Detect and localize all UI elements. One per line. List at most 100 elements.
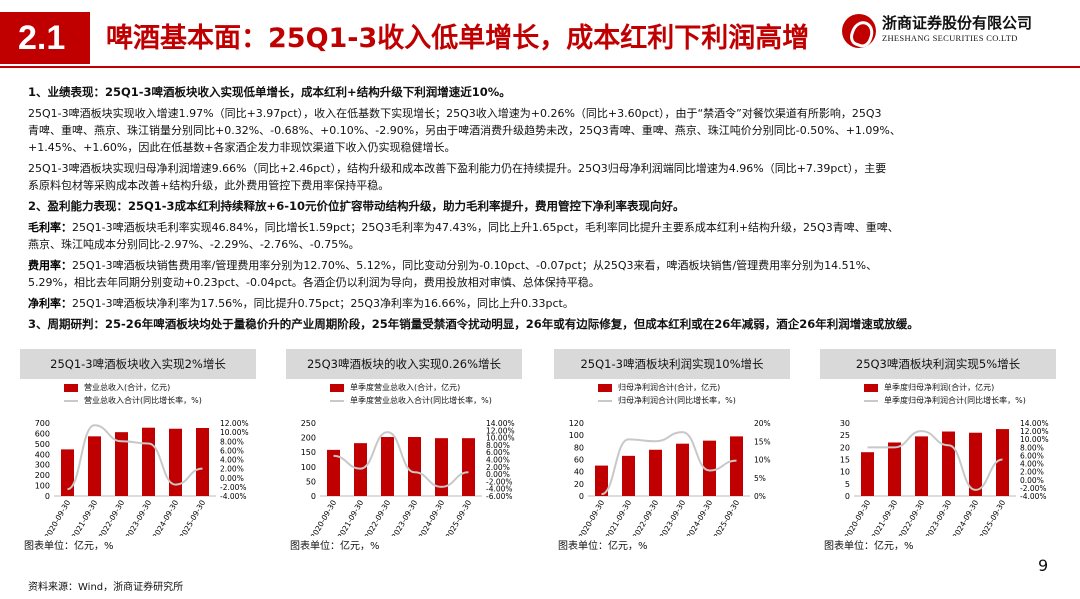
bar [462,438,475,496]
y2-tick-label: 6.00% [1020,451,1044,460]
y2-tick-label: 14.00% [486,419,515,428]
y2-tick-label: 8.00% [486,441,510,450]
bar [649,449,662,496]
legend-bar-label: 营业总收入(合计，亿元) [84,383,171,392]
chart-legend: 归母净利润合计(合计，亿元) 归母净利润合计(同比增长率，%) [598,381,736,407]
y-tick-label: 150 [301,448,316,457]
y-tick-label: 200 [301,434,316,443]
bar [595,465,608,496]
heading-cycle: 3、周期研判：25-26年啤酒板块均处于量稳价升的产业周期阶段，25年销量受禁酒… [28,317,919,331]
bar [196,428,209,496]
x-tick-label: 2022-09-30 [631,498,661,536]
x-tick-label: 2020-09-30 [43,498,73,536]
logo-mark-icon [842,14,876,48]
y2-tick-label: 6.00% [220,446,244,455]
chart-unit: 图表单位：亿元，% [290,541,380,552]
bar [381,437,394,496]
legend-line-label: 单季度营业总收入合计(同比增长率，%) [350,396,492,405]
chart-2: 25Q3啤酒板块的收入实现0.26%增长 单季度营业总收入(合计，亿元) 单季度营业… [282,345,532,555]
heading-performance: 1、业绩表现：25Q1-3啤酒板块收入实现低单增长，成本红利+结构升级下利润增速… [28,85,511,99]
bar [676,443,689,496]
x-tick-label: 2023-09-30 [658,498,688,536]
y-tick-label: 100 [35,482,50,491]
legend-bar-label: 单季度营业总收入(合计，亿元) [350,383,461,392]
x-tick-label: 2022-09-30 [363,498,393,536]
x-tick-label: 2025-09-30 [978,498,1008,536]
y-tick-label: 20 [840,443,850,452]
paragraph-net-margin: 净利率：25Q1-3啤酒板块净利率为17.56%，同比提升0.75pct；25Q… [28,297,574,310]
x-tick-label: 2025-09-30 [712,498,742,536]
y2-tick-label: 2.00% [486,463,510,472]
bar [942,431,955,496]
y2-tick-label: 2.00% [220,465,244,474]
bar [327,449,340,496]
y2-tick-label: 2.00% [1020,468,1044,477]
logo-chinese-name: 浙商证券股份有限公司 [882,14,1033,32]
x-tick-label: 2024-09-30 [685,498,715,536]
legend-bar-label: 归母净利润合计(合计，亿元) [618,383,721,392]
page-title: 啤酒基本面：25Q1-3收入低单增长，成本红利下利润高增 [106,23,810,54]
charts-row: 25Q1-3啤酒板块收入实现2%增长 营业总收入(合计，亿元) 营业总收入合计(同比… [16,345,1066,555]
x-tick-label: 2021-09-30 [870,498,900,536]
y2-tick-label: 10.00% [1020,435,1049,444]
y2-tick-label: 0.00% [220,474,244,483]
chart-legend: 单季度营业总收入(合计，亿元) 单季度营业总收入合计(同比增长率，%) [330,381,492,407]
paragraph-profit: 25Q1-3啤酒板块实现归母净利润增速9.66%（同比+2.46pct），结构升… [28,162,887,192]
bar [115,432,128,496]
x-tick-label: 2023-09-30 [924,498,954,536]
y2-tick-label: 10% [754,456,771,465]
legend-bar-swatch [64,383,78,392]
chart-title: 25Q3啤酒板块的收入实现0.26%增长 [286,349,522,379]
chart-unit: 图表单位：亿元，% [824,541,914,552]
chart-legend: 营业总收入(合计，亿元) 营业总收入合计(同比增长率，%) [64,381,202,407]
y2-tick-label: -4.00% [486,485,513,494]
section-number: 2.1 [0,12,90,64]
y-tick-label: 10 [840,468,850,477]
legend-bar-swatch [598,383,612,392]
x-tick-label: 2023-09-30 [390,498,420,536]
bar [703,440,716,496]
growth-line [867,430,1003,491]
y2-tick-label: 4.00% [1020,460,1044,469]
y2-tick-label: 10.00% [486,434,515,443]
y2-tick-label: -2.00% [220,483,247,492]
paragraph-gross-margin: 毛利率：25Q1-3啤酒板块毛利率实现46.84%，同比增长1.59pct；25… [28,221,899,251]
bar [622,455,635,496]
y2-tick-label: 15% [754,437,771,446]
y2-tick-label: 0.00% [1020,476,1044,485]
bar [169,428,182,496]
bar [996,429,1009,496]
x-tick-label: 2024-09-30 [417,498,447,536]
bar [61,449,74,496]
y-tick-label: 60 [574,456,584,465]
y2-tick-label: 6.00% [486,448,510,457]
legend-line-swatch [330,399,344,402]
x-tick-label: 2025-09-30 [444,498,474,536]
y-tick-label: 600 [35,429,50,438]
page-number: 9 [1038,556,1049,575]
growth-line [601,431,737,496]
y2-tick-label: 4.00% [486,456,510,465]
y-tick-label: 40 [574,468,584,477]
y2-tick-label: 12.00% [220,419,249,428]
x-tick-label: 2023-09-30 [124,498,154,536]
x-tick-label: 2020-09-30 [309,498,339,536]
y2-tick-label: -4.00% [1020,492,1047,501]
legend-line-label: 单季度归母净利润合计(同比增长率，%) [884,396,1026,405]
chart-legend: 单季度归母净利润(合计，亿元) 单季度归母净利润合计(同比增长率，%) [864,381,1026,407]
y-tick-label: 0 [45,492,50,501]
x-tick-label: 2021-09-30 [336,498,366,536]
y2-tick-label: 5% [754,474,766,483]
y2-tick-label: 12.00% [486,426,515,435]
chart-plot: 0204060801001200%5%10%15%20%2020-09-3020… [569,419,771,536]
growth-line [67,424,203,491]
y-tick-label: 700 [35,419,50,428]
legend-line-swatch [864,399,878,402]
y2-tick-label: -2.00% [486,477,513,486]
chart-title: 25Q1-3啤酒板块利润实现10%增长 [554,349,790,379]
y2-tick-label: 10.00% [220,428,249,437]
logo-english-name: ZHESHANG SECURITIES CO.LTD [882,33,1018,43]
x-tick-label: 2020-09-30 [843,498,873,536]
x-tick-label: 2022-09-30 [897,498,927,536]
bar [888,442,901,496]
